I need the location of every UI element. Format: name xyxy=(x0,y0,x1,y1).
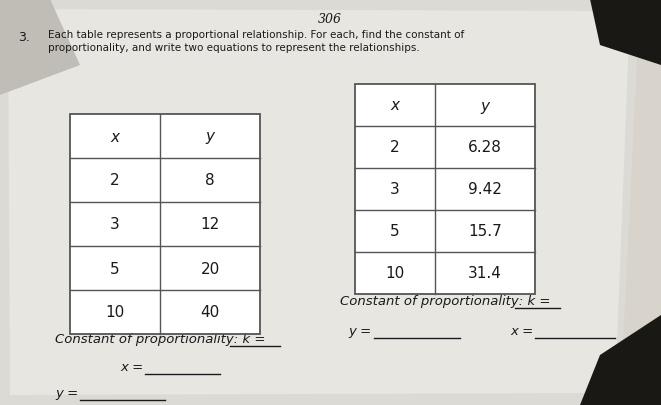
Bar xyxy=(70,115,260,334)
Text: y: y xyxy=(481,98,490,113)
Text: 5: 5 xyxy=(110,261,120,276)
Bar xyxy=(355,85,535,294)
Polygon shape xyxy=(580,315,661,405)
Text: 2: 2 xyxy=(390,140,400,155)
Text: x: x xyxy=(110,129,120,144)
Text: 40: 40 xyxy=(200,305,219,320)
Text: 306: 306 xyxy=(318,13,342,26)
Text: y: y xyxy=(206,129,215,144)
Polygon shape xyxy=(590,0,661,66)
Text: 2: 2 xyxy=(110,173,120,188)
Text: x =: x = xyxy=(120,360,143,373)
Text: 10: 10 xyxy=(385,266,405,281)
Bar xyxy=(70,115,260,334)
Bar xyxy=(355,85,535,294)
Text: 6.28: 6.28 xyxy=(468,140,502,155)
Text: y =: y = xyxy=(348,324,371,337)
Text: x: x xyxy=(391,98,399,113)
Text: 12: 12 xyxy=(200,217,219,232)
Text: 10: 10 xyxy=(105,305,125,320)
Text: 20: 20 xyxy=(200,261,219,276)
Polygon shape xyxy=(8,10,630,395)
Text: Constant of proportionality: k =: Constant of proportionality: k = xyxy=(55,332,266,345)
Text: Each table represents a proportional relationship. For each, find the constant o: Each table represents a proportional rel… xyxy=(48,30,464,40)
Polygon shape xyxy=(0,0,80,96)
Text: 3: 3 xyxy=(390,182,400,197)
Text: proportionality, and write two equations to represent the relationships.: proportionality, and write two equations… xyxy=(48,43,420,53)
Text: y =: y = xyxy=(55,386,78,399)
Text: 8: 8 xyxy=(205,173,215,188)
Text: 9.42: 9.42 xyxy=(468,182,502,197)
Text: Constant of proportionality: k =: Constant of proportionality: k = xyxy=(340,294,551,307)
Text: 3: 3 xyxy=(110,217,120,232)
Text: 15.7: 15.7 xyxy=(468,224,502,239)
Text: 5: 5 xyxy=(390,224,400,239)
Polygon shape xyxy=(0,0,640,405)
Text: 31.4: 31.4 xyxy=(468,266,502,281)
Text: 3.: 3. xyxy=(18,31,30,44)
Text: x =: x = xyxy=(510,324,533,337)
